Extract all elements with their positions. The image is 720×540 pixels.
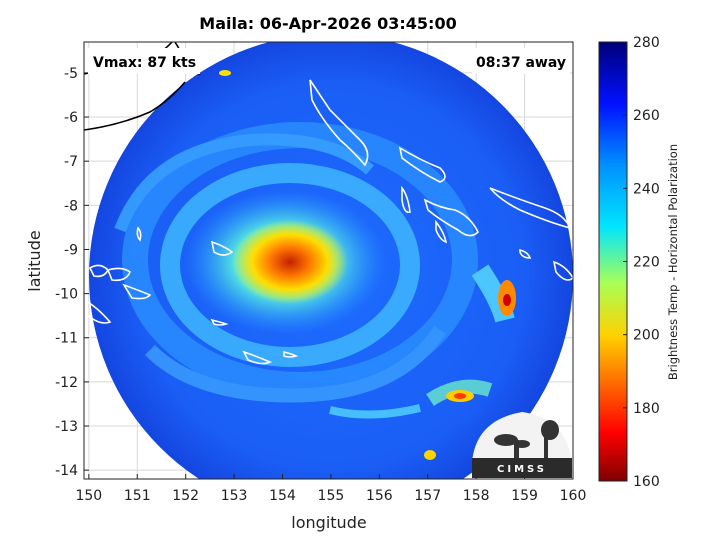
colorbar-label: Brightness Temp - Horizontal Polarizatio… bbox=[666, 144, 680, 380]
chart-title: Maila: 06-Apr-2026 03:45:00 bbox=[199, 14, 456, 33]
x-tick-label: 151 bbox=[124, 488, 151, 504]
logo-text: CIMSS bbox=[497, 464, 547, 475]
colorbar-tick-label: 160 bbox=[633, 474, 660, 490]
plot-frame bbox=[83, 41, 574, 480]
convective-cell-south-core bbox=[454, 393, 466, 399]
x-tick-label: 157 bbox=[414, 488, 441, 504]
time-badge bbox=[472, 48, 570, 74]
y-tick-label: -9 bbox=[64, 242, 78, 258]
x-tick-label: 155 bbox=[318, 488, 345, 504]
colorbar-tick-label: 180 bbox=[633, 401, 660, 417]
x-axis-label: longitude bbox=[291, 513, 366, 532]
y-tick-label: -12 bbox=[55, 375, 78, 391]
y-tick-label: -6 bbox=[64, 110, 78, 126]
x-tick-label: 156 bbox=[366, 488, 393, 504]
x-axis-ticks: 150 151 152 153 154 155 156 157 158 159 160 bbox=[75, 474, 586, 504]
colorbar-tick-label: 260 bbox=[633, 108, 660, 124]
x-tick-label: 160 bbox=[560, 488, 587, 504]
convective-cell-north bbox=[219, 70, 231, 76]
x-tick-label: 150 bbox=[75, 488, 102, 504]
y-tick-label: -7 bbox=[64, 154, 78, 170]
y-axis-label: latitude bbox=[25, 230, 44, 291]
y-tick-label: -14 bbox=[55, 463, 78, 479]
y-tick-label: -11 bbox=[55, 331, 78, 347]
cimss-logo: CIMSS bbox=[472, 412, 572, 478]
convective-cell-south-2 bbox=[424, 450, 436, 460]
convective-cell-east-core bbox=[503, 294, 511, 306]
y-tick-label: -13 bbox=[55, 419, 78, 435]
colorbar-gradient bbox=[598, 41, 628, 482]
x-tick-label: 153 bbox=[221, 488, 248, 504]
storm-core bbox=[232, 220, 348, 304]
colorbar-ticks: 160 180 200 220 240 260 280 bbox=[623, 35, 660, 490]
x-tick-label: 159 bbox=[511, 488, 538, 504]
y-tick-label: -10 bbox=[55, 287, 78, 303]
y-tick-label: -8 bbox=[64, 198, 78, 214]
y-tick-label: -5 bbox=[64, 66, 78, 82]
plot-area: 150 151 152 153 154 155 156 157 158 159 160 -5 -6 -7… bbox=[55, 41, 586, 504]
colorbar-tick-label: 200 bbox=[633, 328, 660, 344]
colorbar-tick-label: 240 bbox=[633, 181, 660, 197]
rain-bands bbox=[114, 122, 515, 419]
x-tick-label: 152 bbox=[172, 488, 199, 504]
y-axis-ticks: -5 -6 -7 -8 -9 -10 -11 -12 -13 -14 bbox=[55, 66, 89, 479]
vmax-badge bbox=[88, 48, 200, 74]
x-tick-label: 158 bbox=[463, 488, 490, 504]
colorbar: 160 180 200 220 240 260 280 Brightness Temp - … bbox=[598, 35, 680, 490]
colorbar-tick-label: 220 bbox=[633, 255, 660, 271]
vmax-label: Vmax: 87 kts bbox=[93, 55, 196, 71]
time-label: 08:37 away bbox=[476, 55, 566, 71]
colorbar-tick-label: 280 bbox=[633, 35, 660, 51]
x-tick-label: 154 bbox=[269, 488, 296, 504]
